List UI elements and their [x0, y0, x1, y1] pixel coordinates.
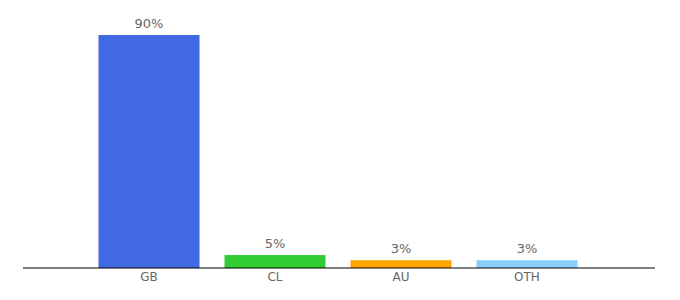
bar — [477, 260, 578, 268]
bar — [99, 35, 200, 268]
x-axis-line — [23, 268, 655, 269]
labels: 90% GB 5% CL 3% AU 3% OTH — [135, 16, 540, 284]
chart-container: 90% GB 5% CL 3% AU 3% OTH — [0, 0, 680, 300]
data-label: 5% — [265, 236, 286, 251]
x-tick-label: GB — [140, 270, 158, 284]
bars — [99, 35, 578, 268]
x-tick-label: CL — [267, 270, 282, 284]
data-label: 90% — [135, 16, 164, 31]
data-label: 3% — [517, 241, 538, 256]
bar — [351, 260, 452, 268]
data-label: 3% — [391, 241, 412, 256]
chart: 90% GB 5% CL 3% AU 3% OTH — [0, 0, 680, 300]
x-tick-label: AU — [393, 270, 410, 284]
x-tick-label: OTH — [514, 270, 540, 284]
bar — [225, 255, 326, 268]
